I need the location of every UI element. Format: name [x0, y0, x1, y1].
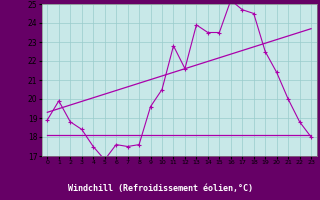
Text: Windchill (Refroidissement éolien,°C): Windchill (Refroidissement éolien,°C): [68, 184, 252, 192]
